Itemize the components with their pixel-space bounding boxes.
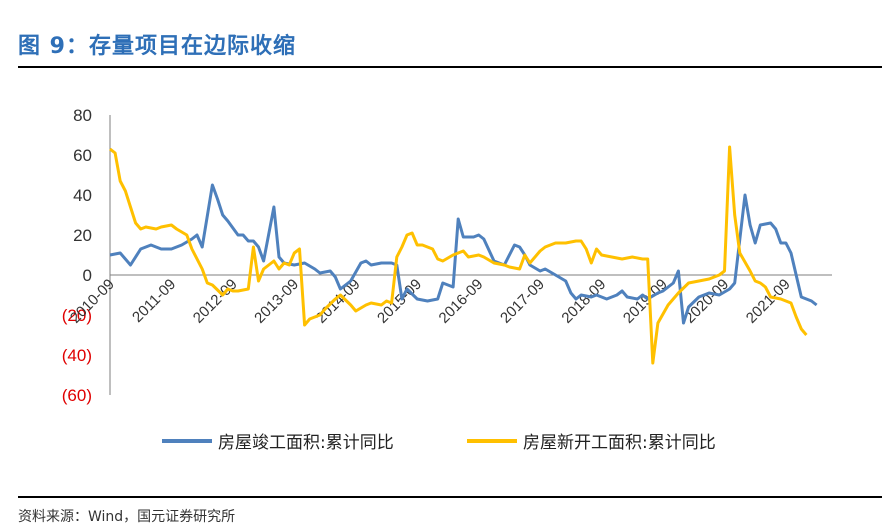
series-line-completed-area — [109, 183, 818, 325]
legend-label-new-starts-area: 房屋新开工面积:累计同比 — [523, 433, 716, 453]
legend-item-completed-area: 房屋竣工面积:累计同比 — [162, 428, 394, 453]
series-line-new-starts-area — [109, 145, 808, 365]
y-tick-label: 80 — [73, 106, 92, 125]
legend-swatch-new-starts-area — [467, 438, 517, 443]
title-divider — [18, 66, 882, 68]
y-tick-label: 0 — [83, 266, 92, 285]
source-note: 资料来源：Wind，国元证券研究所 — [18, 509, 236, 525]
y-tick-label: 40 — [73, 186, 92, 205]
footer-divider — [18, 496, 882, 498]
x-tick-label: 2013-09 — [251, 276, 302, 327]
chart-legend: 房屋竣工面积:累计同比 房屋新开工面积:累计同比 — [0, 428, 896, 453]
legend-item-new-starts-area: 房屋新开工面积:累计同比 — [467, 428, 716, 453]
x-tick-label: 2017-09 — [497, 276, 548, 327]
y-tick-label: (40) — [62, 346, 92, 365]
x-tick-label: 2019-09 — [620, 276, 671, 327]
legend-swatch-completed-area — [162, 438, 212, 443]
y-tick-label: (20) — [62, 306, 92, 325]
x-tick-label: 2011-09 — [129, 276, 179, 326]
series-lines — [109, 145, 818, 365]
y-tick-label: 20 — [73, 226, 92, 245]
y-tick-label: 60 — [73, 146, 92, 165]
y-axis-tick-labels: 80 60 40 20 0 (20) (40) (60) — [62, 106, 92, 405]
y-tick-label: (60) — [62, 386, 92, 405]
x-tick-label: 2012-09 — [190, 276, 241, 327]
legend-label-completed-area: 房屋竣工面积:累计同比 — [218, 433, 394, 453]
page-title: 图 9：存量项目在边际收缩 — [18, 34, 296, 59]
